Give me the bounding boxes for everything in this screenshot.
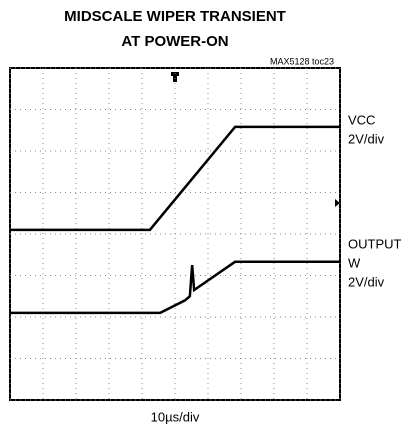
trace	[10, 260, 340, 315]
note: MAX5128 toc23	[270, 56, 334, 66]
chart-title: MIDSCALE WIPER TRANSIENT	[64, 8, 286, 25]
series-scale: 2V/div	[348, 274, 385, 289]
x-axis-label: 10µs/div	[151, 409, 200, 424]
level-marker	[335, 199, 340, 207]
series-label: VCC	[348, 112, 375, 127]
trace	[10, 125, 340, 232]
chart-title: AT POWER-ON	[121, 33, 228, 50]
series-label: OUTPUT	[348, 236, 402, 251]
series-scale: 2V/div	[348, 131, 385, 146]
series-label: W	[348, 255, 361, 270]
trigger-marker	[171, 72, 179, 82]
